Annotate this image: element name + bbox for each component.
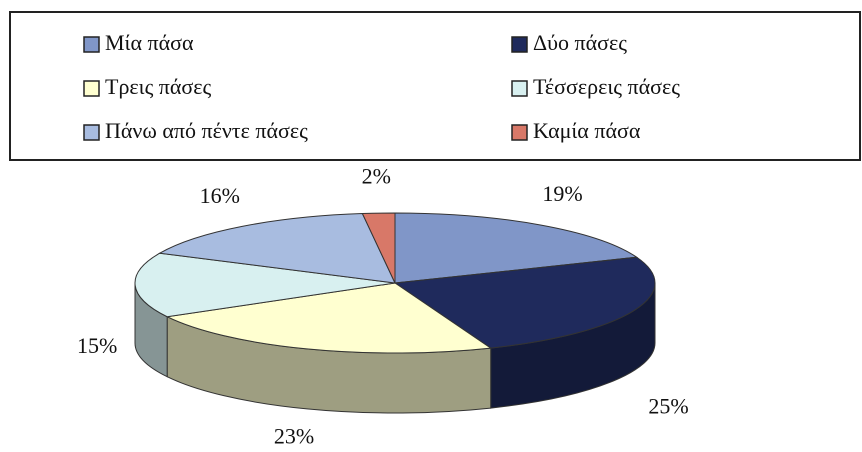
data-label: 23% (274, 423, 314, 448)
legend-label: Τρεις πάσες (105, 74, 212, 99)
pie-slice (158, 213, 396, 284)
pie-slice (361, 212, 396, 284)
legend-swatch (83, 80, 100, 97)
pie-slice (134, 252, 396, 318)
legend-box (9, 11, 861, 161)
pie-slice (394, 212, 639, 284)
legend-swatch (511, 80, 528, 97)
pie-slice (393, 256, 656, 349)
legend-swatch (83, 124, 100, 141)
data-label: 2% (362, 163, 391, 188)
legend-label: Μία πάσα (105, 30, 194, 55)
legend-swatch (511, 36, 528, 53)
data-label: 19% (542, 181, 582, 206)
legend-swatch (511, 124, 528, 141)
legend-label: Δύο πάσες (533, 30, 627, 55)
legend-label: Καμία πάσα (533, 118, 641, 143)
legend-swatch (83, 36, 100, 53)
data-label: 15% (77, 333, 117, 358)
legend-label: Πάνω από πέντε πάσες (105, 118, 308, 143)
pie-slice (165, 282, 493, 354)
data-label: 16% (200, 183, 240, 208)
legend-label: Τέσσερεις πάσες (533, 74, 680, 99)
data-label: 25% (648, 394, 688, 419)
